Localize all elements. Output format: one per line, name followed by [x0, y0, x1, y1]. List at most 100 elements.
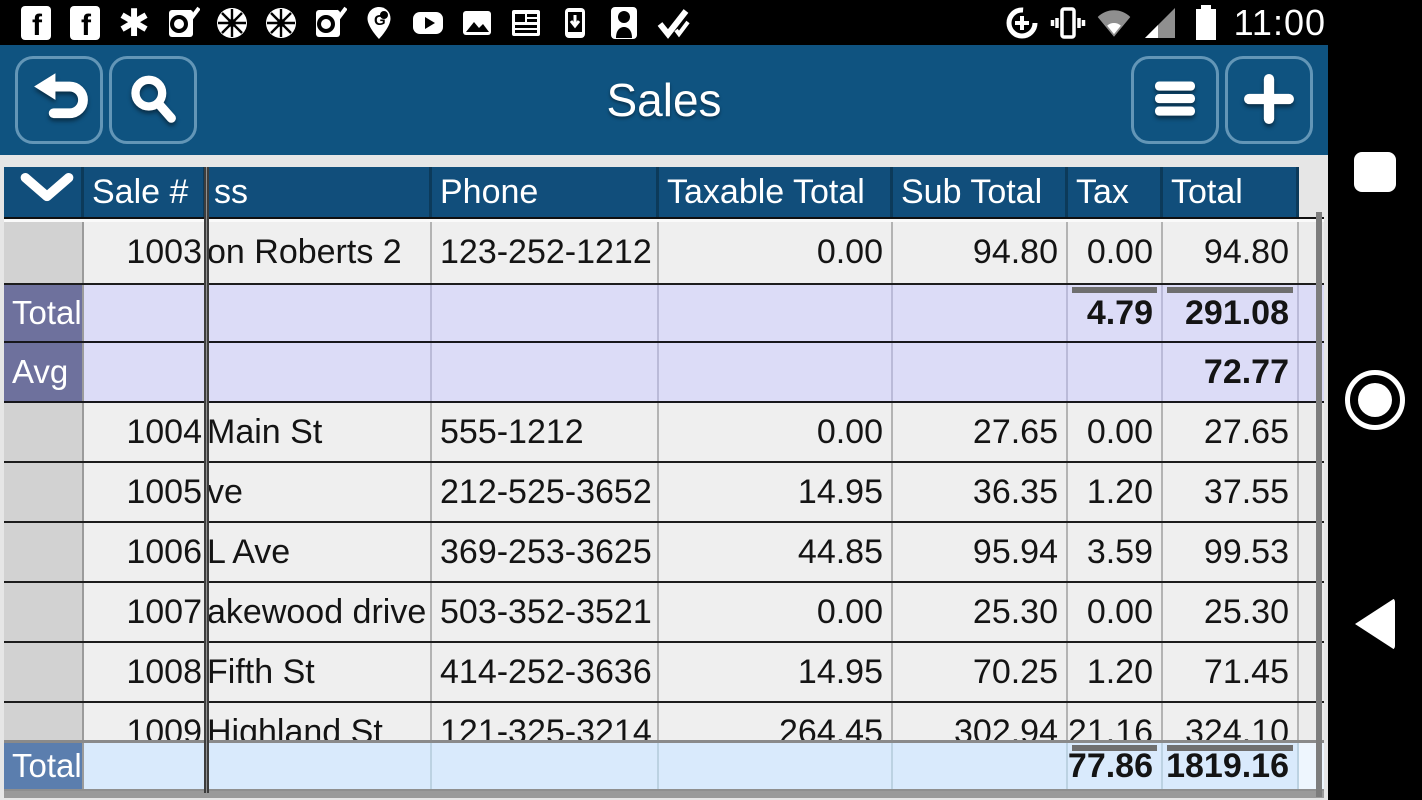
vibrate-icon	[1050, 5, 1086, 41]
column-header-sale-number[interactable]: Sale #	[84, 167, 206, 217]
table-row[interactable]: 1008 Fifth St 414-252-3636 14.95 70.25 1…	[4, 643, 1324, 703]
cell-sub-total[interactable]: 95.94	[893, 523, 1068, 581]
empty-cell	[206, 343, 432, 401]
cell-tax[interactable]: 0.00	[1068, 222, 1163, 283]
cell-sale-number[interactable]: 1007	[84, 583, 206, 641]
cell-total[interactable]: 71.45	[1163, 643, 1299, 701]
cell-tax[interactable]: 1.20	[1068, 463, 1163, 521]
back-undo-button[interactable]	[15, 56, 103, 144]
row-selector-cell[interactable]	[4, 403, 84, 461]
cell-phone[interactable]: 503-352-3521	[432, 583, 659, 641]
contacts-icon	[606, 5, 642, 41]
cell-total[interactable]: 99.53	[1163, 523, 1299, 581]
cell-phone[interactable]: 369-253-3625	[432, 523, 659, 581]
column-header-total[interactable]: Total	[1163, 167, 1299, 217]
cell-sale-number[interactable]: 1004	[84, 403, 206, 461]
search-button[interactable]	[109, 56, 197, 144]
cell-sub-total[interactable]: 27.65	[893, 403, 1068, 461]
column-header-sub-total[interactable]: Sub Total	[893, 167, 1068, 217]
cell-address[interactable]: L Ave	[206, 523, 432, 581]
recents-square-icon	[1354, 152, 1396, 192]
cell-total[interactable]: 94.80	[1163, 222, 1299, 283]
grand-total-tax: 77.86	[1068, 743, 1163, 789]
cell-sale-number[interactable]: 1008	[84, 643, 206, 701]
table-row[interactable]: 1005 ve 212-525-3652 14.95 36.35 1.20 37…	[4, 463, 1324, 523]
row-selector-cell[interactable]	[4, 643, 84, 701]
cell-taxable-total[interactable]: 0.00	[659, 583, 893, 641]
cell-sale-number[interactable]: 1009	[84, 703, 206, 740]
empty-cell	[1068, 343, 1163, 401]
cell-tax[interactable]: 0.00	[1068, 403, 1163, 461]
cell-address[interactable]: Main St	[206, 403, 432, 461]
app-bar: Sales	[0, 45, 1328, 155]
cell-taxable-total[interactable]: 0.00	[659, 222, 893, 283]
cell-total[interactable]: 25.30	[1163, 583, 1299, 641]
empty-cell	[206, 743, 432, 789]
column-header-tax[interactable]: Tax	[1068, 167, 1163, 217]
cell-phone[interactable]: 555-1212	[432, 403, 659, 461]
table-header-row: Sale # ss Phone Taxable Total Sub Total …	[4, 167, 1324, 219]
home-button[interactable]	[1328, 370, 1422, 430]
cell-address[interactable]: akewood drive	[206, 583, 432, 641]
empty-cell	[893, 285, 1068, 341]
cell-tax[interactable]: 0.00	[1068, 583, 1163, 641]
photos-icon	[459, 5, 495, 41]
cell-address[interactable]: Highland St	[206, 703, 432, 740]
vertical-scrollbar[interactable]	[1316, 212, 1322, 797]
cell-phone[interactable]: 121-325-3214	[432, 703, 659, 740]
cell-sub-total[interactable]: 25.30	[893, 583, 1068, 641]
cell-taxable-total[interactable]: 14.95	[659, 463, 893, 521]
cell-phone[interactable]: 123-252-1212	[432, 222, 659, 283]
cell-total[interactable]: 37.55	[1163, 463, 1299, 521]
table-row[interactable]: 1009 Highland St 121-325-3214 264.45 302…	[4, 703, 1324, 740]
cell-address[interactable]: ve	[206, 463, 432, 521]
cell-sub-total[interactable]: 94.80	[893, 222, 1068, 283]
cell-sale-number[interactable]: 1003	[84, 222, 206, 283]
cell-sale-number[interactable]: 1005	[84, 463, 206, 521]
outlook-icon	[165, 5, 201, 41]
data-saver-icon	[1004, 5, 1040, 41]
ferris-wheel-icon	[214, 5, 250, 41]
outlook-icon	[312, 5, 348, 41]
cell-address[interactable]: Fifth St	[206, 643, 432, 701]
row-selector-cell[interactable]	[4, 463, 84, 521]
cell-taxable-total[interactable]: 0.00	[659, 403, 893, 461]
menu-button[interactable]	[1131, 56, 1219, 144]
row-selector-cell[interactable]	[4, 583, 84, 641]
cell-taxable-total[interactable]: 14.95	[659, 643, 893, 701]
row-selector-cell[interactable]	[4, 703, 84, 740]
back-triangle-icon	[1355, 598, 1395, 650]
cell-total[interactable]: 27.65	[1163, 403, 1299, 461]
download-icon	[557, 5, 593, 41]
cell-phone[interactable]: 212-525-3652	[432, 463, 659, 521]
cell-sale-number[interactable]: 1006	[84, 523, 206, 581]
table-row[interactable]: 1006 L Ave 369-253-3625 44.85 95.94 3.59…	[4, 523, 1324, 583]
cell-tax[interactable]: 1.20	[1068, 643, 1163, 701]
cell-tax[interactable]: 3.59	[1068, 523, 1163, 581]
cell-taxable-total[interactable]: 264.45	[659, 703, 893, 740]
back-button[interactable]	[1328, 598, 1422, 650]
cell-address[interactable]: on Roberts 2	[206, 222, 432, 283]
column-header-address[interactable]: ss	[206, 167, 432, 217]
column-header-selector[interactable]	[4, 167, 84, 217]
cell-tax[interactable]: 21.16	[1068, 703, 1163, 740]
cell-taxable-total[interactable]: 44.85	[659, 523, 893, 581]
table-row[interactable]: 1007 akewood drive 503-352-3521 0.00 25.…	[4, 583, 1324, 643]
column-header-taxable-total[interactable]: Taxable Total	[659, 167, 893, 217]
row-selector-cell[interactable]	[4, 222, 84, 283]
table-row[interactable]: 1003 on Roberts 2 123-252-1212 0.00 94.8…	[4, 222, 1324, 285]
recents-button[interactable]	[1328, 152, 1422, 192]
cell-sub-total[interactable]: 36.35	[893, 463, 1068, 521]
table-row[interactable]: 1004 Main St 555-1212 0.00 27.65 0.00 27…	[4, 403, 1324, 463]
grand-total-label: Total	[4, 743, 84, 789]
empty-cell	[659, 285, 893, 341]
row-selector-cell[interactable]	[4, 523, 84, 581]
cell-phone[interactable]: 414-252-3636	[432, 643, 659, 701]
cell-sub-total[interactable]: 70.25	[893, 643, 1068, 701]
cell-sub-total[interactable]: 302.94	[893, 703, 1068, 740]
add-sale-button[interactable]	[1225, 56, 1313, 144]
cell-total[interactable]: 324.10	[1163, 703, 1299, 740]
column-divider-handle[interactable]	[204, 167, 209, 793]
column-header-phone[interactable]: Phone	[432, 167, 659, 217]
